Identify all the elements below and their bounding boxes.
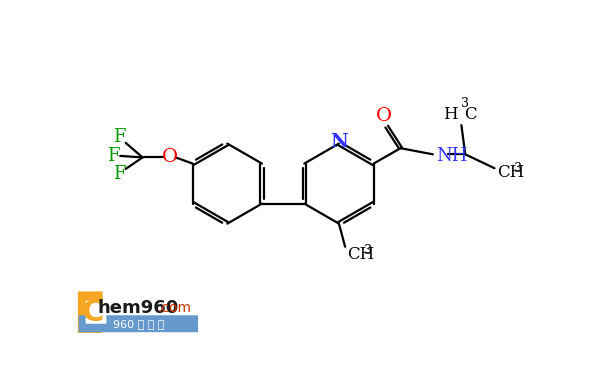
Text: F: F bbox=[113, 128, 126, 146]
Text: 3: 3 bbox=[514, 162, 522, 175]
Text: F: F bbox=[113, 165, 126, 183]
FancyBboxPatch shape bbox=[77, 291, 200, 334]
Text: CH: CH bbox=[347, 246, 374, 263]
Text: 3: 3 bbox=[364, 244, 371, 257]
Text: F: F bbox=[107, 147, 120, 165]
Text: H: H bbox=[443, 106, 457, 123]
Text: C: C bbox=[82, 298, 104, 327]
Text: .com: .com bbox=[157, 301, 191, 315]
Text: O: O bbox=[162, 148, 178, 166]
Text: C: C bbox=[465, 106, 477, 123]
Text: O: O bbox=[376, 107, 391, 125]
FancyBboxPatch shape bbox=[78, 291, 102, 333]
Text: NH: NH bbox=[436, 147, 467, 165]
Text: hem960: hem960 bbox=[97, 298, 178, 316]
Text: CH: CH bbox=[497, 164, 524, 180]
Text: N: N bbox=[330, 133, 348, 151]
FancyBboxPatch shape bbox=[86, 301, 106, 324]
Text: 3: 3 bbox=[462, 98, 469, 111]
Text: 960 化 工 网: 960 化 工 网 bbox=[113, 319, 165, 329]
FancyBboxPatch shape bbox=[79, 315, 198, 332]
